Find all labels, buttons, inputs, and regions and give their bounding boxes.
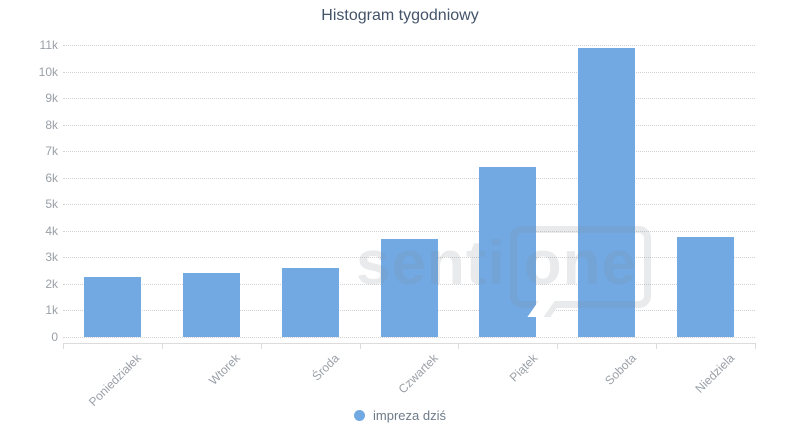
- x-axis-line: [63, 343, 756, 344]
- gridline-5k: [63, 204, 755, 206]
- gridline-0: [63, 337, 755, 338]
- gridline-4k: [63, 230, 755, 232]
- x-label-sobota: Sobota: [601, 351, 639, 388]
- y-tick-label-7k: 7k: [45, 144, 58, 159]
- chart-title: Histogram tygodniowy: [321, 7, 479, 24]
- gridline-7k: [63, 151, 755, 153]
- gridline-10k: [63, 71, 755, 73]
- x-axis-tick: [755, 343, 756, 349]
- x-label-poniedziałek: Poniedziałek: [86, 351, 145, 410]
- bar-sobota[interactable]: [578, 47, 636, 337]
- gridline-6k: [63, 177, 755, 179]
- y-tick-label-1k: 1k: [45, 303, 58, 318]
- gridline-8k: [63, 124, 755, 126]
- x-axis-tick: [557, 343, 559, 349]
- legend-item-impreza-dzis[interactable]: impreza dziś: [0, 408, 800, 423]
- y-tick-label-5k: 5k: [45, 197, 58, 212]
- x-label-środa: Środa: [309, 351, 343, 384]
- x-axis-tick: [161, 343, 163, 349]
- y-tick-label-9k: 9k: [45, 91, 58, 106]
- bar-czwartek[interactable]: [380, 238, 438, 337]
- plot-area: senti one: [63, 45, 755, 338]
- bar-wtorek[interactable]: [182, 273, 240, 337]
- x-label-niedziela: Niedziela: [692, 351, 738, 396]
- y-tick-label-0: 0: [51, 330, 58, 344]
- gridline-9k: [63, 98, 755, 100]
- x-axis-tick: [63, 343, 64, 349]
- y-tick-label-6k: 6k: [45, 170, 58, 185]
- legend-label: impreza dziś: [373, 408, 446, 423]
- x-label-czwartek: Czwartek: [395, 351, 441, 397]
- x-label-wtorek: Wtorek: [206, 351, 244, 388]
- bar-środa[interactable]: [281, 267, 339, 337]
- y-tick-label-3k: 3k: [45, 250, 58, 265]
- gridline-11k: [63, 45, 755, 46]
- bar-piątek[interactable]: [479, 167, 537, 337]
- y-tick-label-8k: 8k: [45, 117, 58, 132]
- x-label-piątek: Piątek: [506, 351, 540, 385]
- y-tick-label-11k: 11k: [39, 38, 58, 52]
- bar-niedziela[interactable]: [677, 236, 735, 337]
- y-tick-label-10k: 10k: [38, 64, 58, 79]
- x-axis-tick: [260, 343, 262, 349]
- bar-poniedziałek[interactable]: [83, 277, 141, 337]
- y-tick-label-2k: 2k: [45, 276, 58, 291]
- legend-dot-icon: [354, 410, 366, 421]
- y-tick-label-4k: 4k: [45, 223, 58, 238]
- x-axis-tick: [359, 343, 361, 349]
- x-axis-tick: [458, 343, 460, 349]
- x-axis-tick: [656, 343, 658, 349]
